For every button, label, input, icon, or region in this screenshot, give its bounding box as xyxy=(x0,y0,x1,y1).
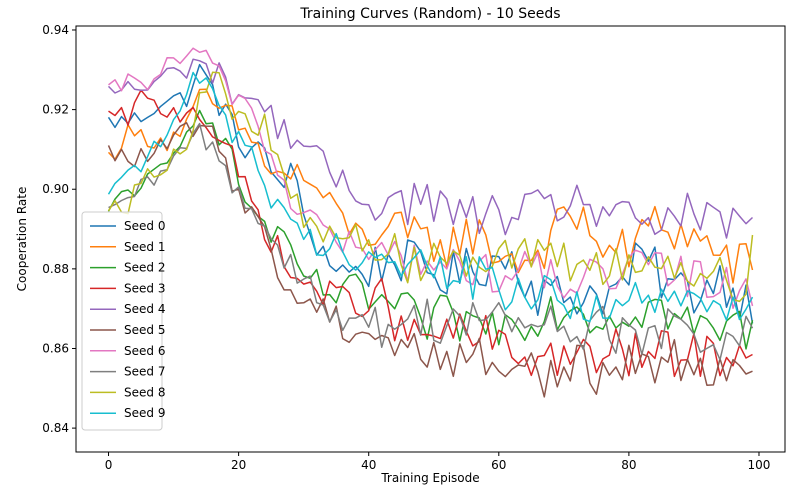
y-tick-label: 0.88 xyxy=(42,262,69,276)
legend-label: Seed 3 xyxy=(124,281,165,295)
y-axis-title: Cooperation Rate xyxy=(15,187,29,292)
x-tick-label: 60 xyxy=(491,458,506,472)
legend-label: Seed 1 xyxy=(124,240,165,254)
x-tick-label: 100 xyxy=(748,458,771,472)
series-line-seed-5 xyxy=(107,122,753,398)
legend-label: Seed 6 xyxy=(124,344,165,358)
legend-label: Seed 2 xyxy=(124,261,165,275)
x-tick-label: 0 xyxy=(105,458,113,472)
legend-label: Seed 8 xyxy=(124,385,165,399)
plot-frame xyxy=(75,25,786,453)
y-tick-label: 0.84 xyxy=(42,421,69,435)
legend-label: Seed 4 xyxy=(124,302,165,316)
legend-box xyxy=(81,211,163,431)
y-tick-label: 0.90 xyxy=(42,182,69,196)
x-tick-label: 80 xyxy=(621,458,636,472)
series-line-seed-1 xyxy=(107,88,754,284)
series-line-seed-0 xyxy=(107,63,754,324)
x-tick-label: 20 xyxy=(231,458,246,472)
x-tick-label: 40 xyxy=(361,458,376,472)
y-tick-label: 0.94 xyxy=(42,23,69,37)
series-line-seed-6 xyxy=(108,47,754,310)
legend: Seed 0 Seed 1 Seed 2 Seed 3 Seed 4 Seed 5 Seed… xyxy=(81,211,165,431)
series-layer xyxy=(107,47,754,398)
chart-title: Training Curves (Random) - 10 Seeds xyxy=(299,6,560,22)
legend-label: Seed 5 xyxy=(124,323,165,337)
y-tick-label: 0.92 xyxy=(42,103,69,117)
y-tick-label: 0.86 xyxy=(42,341,69,355)
legend-label: Seed 9 xyxy=(124,406,165,420)
legend-label: Seed 7 xyxy=(124,365,165,379)
x-axis-title: Training Episode xyxy=(380,471,479,485)
ticks-layer: 0 20 40 60 80 100 0.84 0.86 0.88 0.90 0.92 0.94 xyxy=(42,23,770,472)
series-line-seed-9 xyxy=(107,71,754,323)
legend-label: Seed 0 xyxy=(124,219,165,233)
series-line-seed-8 xyxy=(107,71,754,303)
series-line-seed-7 xyxy=(108,122,754,361)
